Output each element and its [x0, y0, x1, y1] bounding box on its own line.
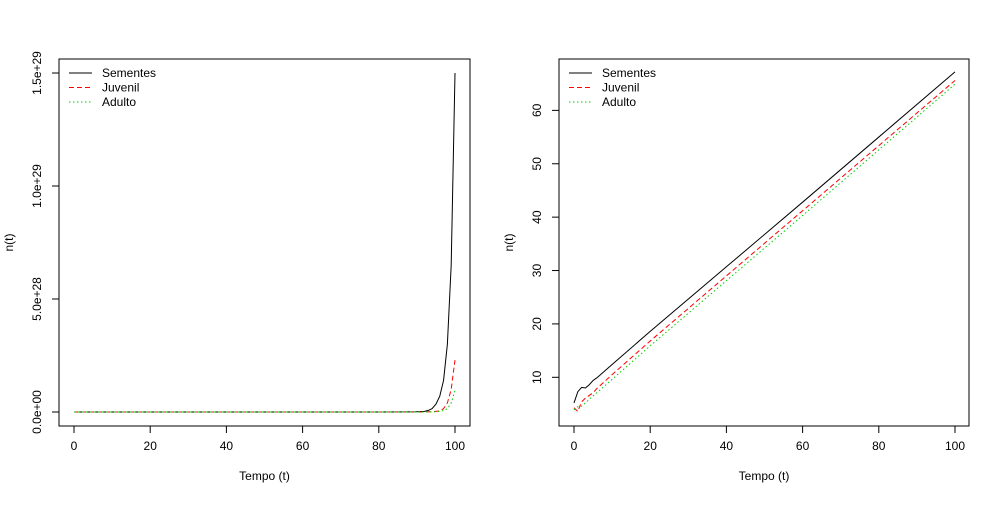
x-tick-label: 60	[796, 439, 810, 453]
y-tick-label: 20	[530, 317, 544, 331]
y-tick-label: 10	[530, 370, 544, 384]
legend-label-adulto: Adulto	[602, 95, 636, 109]
x-tick-label: 100	[445, 439, 465, 453]
legend-label-sementes: Sementes	[102, 66, 156, 80]
x-tick-label: 80	[872, 439, 886, 453]
x-tick-label: 20	[144, 439, 158, 453]
series-line-juvenil	[573, 80, 956, 413]
x-tick-label: 0	[571, 439, 578, 453]
y-tick-label: 1.0e+29	[30, 164, 44, 208]
x-tick-label: 20	[644, 439, 658, 453]
y-tick-label: 30	[530, 264, 544, 278]
series-line-sementes	[573, 71, 956, 404]
chart-panel-1: 0 20 40 60 80 100 0.0e+00 5.0e+28 1.0e+29 1.5e+29…	[2, 51, 471, 483]
y-tick-label: 5.0e+28	[30, 277, 44, 321]
y-axis-label: n(t)	[2, 233, 16, 251]
x-tick-label: 0	[71, 439, 78, 453]
y-tick-label: 0.0e+00	[30, 390, 44, 434]
x-tick-label: 80	[372, 439, 386, 453]
x-axis-label: Tempo (t)	[739, 469, 790, 483]
x-tick-label: 40	[720, 439, 734, 453]
x-axis-label: Tempo (t)	[239, 469, 290, 483]
x-tick-label: 40	[220, 439, 234, 453]
legend-label-sementes: Sementes	[602, 66, 656, 80]
y-tick-label: 40	[530, 210, 544, 224]
series-line-adulto	[74, 390, 456, 413]
legend-label-juvenil: Juvenil	[102, 81, 139, 95]
x-tick-label: 100	[945, 439, 965, 453]
series-line-adulto	[573, 83, 956, 411]
legend-label-adulto: Adulto	[102, 95, 136, 109]
chart-panel-2: 0 20 40 60 80 100 10 20 30 40 50 60 Tempo (t) n(t) Sem…	[502, 58, 970, 483]
y-axis-label: n(t)	[502, 233, 516, 251]
legend-label-juvenil: Juvenil	[602, 81, 639, 95]
y-tick-label: 1.5e+29	[30, 51, 44, 95]
y-tick-label: 50	[530, 157, 544, 171]
y-tick-label: 60	[530, 103, 544, 117]
series-line-sementes	[74, 72, 456, 413]
x-tick-label: 60	[296, 439, 310, 453]
